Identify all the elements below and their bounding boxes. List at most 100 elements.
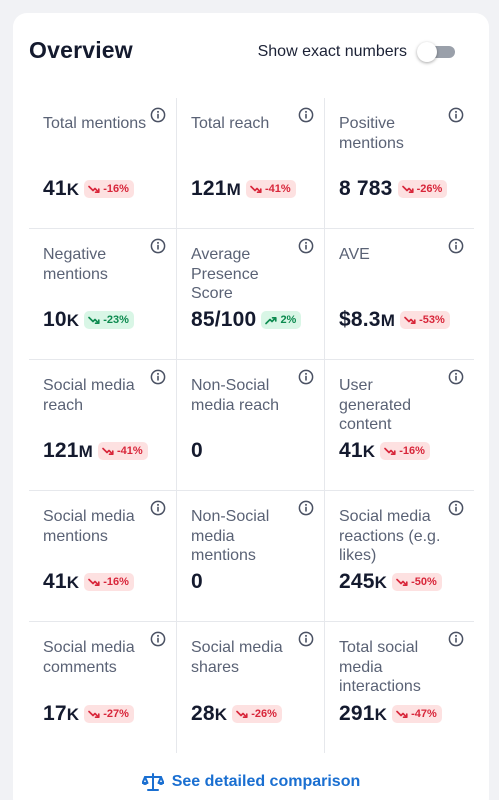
metric-value-row: 41K -16%: [43, 177, 134, 201]
metric-label: User generated content: [339, 377, 412, 433]
info-icon[interactable]: [448, 369, 464, 385]
see-detailed-comparison-link[interactable]: See detailed comparison: [13, 772, 489, 792]
metric-label: Social media reactions (e.g. likes): [339, 508, 441, 564]
metric-label: Average Presence Score: [191, 246, 259, 302]
metric-value: 85/100: [191, 308, 256, 332]
metric-number: 245: [339, 570, 375, 593]
info-icon[interactable]: [448, 107, 464, 123]
metric-cell: Non-Social media mentions 0: [177, 491, 325, 622]
info-icon[interactable]: [150, 238, 166, 254]
info-icon[interactable]: [298, 631, 314, 647]
change-percent: -16%: [103, 576, 129, 588]
trend-down-icon: [88, 185, 103, 194]
metric-label: Non-Social media reach: [191, 377, 280, 414]
see-detailed-comparison-label: See detailed comparison: [171, 773, 361, 790]
metric-number: 121: [43, 439, 79, 462]
info-icon[interactable]: [448, 238, 464, 254]
trend-down-icon: [250, 185, 265, 194]
overview-header: Overview Show exact numbers: [29, 37, 473, 69]
trend-down-icon: [404, 316, 419, 325]
change-badge: -27%: [84, 705, 134, 723]
trend-up-icon: [265, 316, 280, 325]
metric-cell: Non-Social media reach 0: [177, 360, 325, 491]
metric-value: 17K: [43, 702, 79, 726]
metric-value: 121M: [43, 439, 93, 463]
change-badge: -50%: [392, 573, 442, 591]
metric-label: Total reach: [191, 115, 270, 132]
metric-label: Positive mentions: [339, 115, 404, 152]
change-badge: -47%: [392, 705, 442, 723]
metric-label: Total social media interactions: [339, 639, 421, 695]
trend-down-icon: [88, 578, 103, 587]
info-icon[interactable]: [298, 238, 314, 254]
metric-value-row: 41K -16%: [339, 439, 430, 463]
change-badge: -16%: [84, 573, 134, 591]
metric-unit: K: [66, 573, 80, 592]
metrics-grid: Total mentions 41K -16% Total reach 121M -41%…: [29, 98, 474, 753]
metric-unit: K: [66, 705, 80, 724]
trend-down-icon: [102, 447, 117, 456]
metric-number: 17: [43, 702, 67, 725]
metric-unit: K: [66, 311, 80, 330]
metric-cell: Negative mentions 10K -23%: [29, 229, 177, 360]
metric-value-row: 8 783 -26%: [339, 177, 448, 201]
info-icon[interactable]: [150, 631, 166, 647]
metric-value: 245K: [339, 570, 387, 594]
metric-value: 28K: [191, 702, 227, 726]
change-percent: -16%: [103, 183, 129, 195]
info-icon[interactable]: [448, 500, 464, 516]
change-percent: -27%: [103, 708, 129, 720]
metric-number: 41: [339, 439, 363, 462]
metric-number: 8 783: [339, 177, 393, 200]
metric-value-row: 121M -41%: [43, 439, 148, 463]
info-icon[interactable]: [448, 631, 464, 647]
change-percent: -41%: [265, 183, 291, 195]
info-icon[interactable]: [298, 107, 314, 123]
metric-value-row: 28K -26%: [191, 702, 282, 726]
metric-label: Total mentions: [43, 115, 147, 132]
metric-cell: AVE $8.3M -53%: [325, 229, 474, 360]
metric-cell: Average Presence Score 85/100 2%: [177, 229, 325, 360]
metric-number: 121: [191, 177, 227, 200]
metric-unit: M: [380, 311, 396, 330]
metric-number: 41: [43, 570, 67, 593]
metric-unit: K: [214, 705, 228, 724]
metric-label: Non-Social media mentions: [191, 508, 270, 564]
info-icon[interactable]: [150, 369, 166, 385]
metric-cell: Social media reach 121M -41%: [29, 360, 177, 491]
exact-numbers-toggle[interactable]: [417, 41, 457, 63]
info-icon[interactable]: [298, 369, 314, 385]
change-badge: -41%: [246, 180, 296, 198]
metric-unit: K: [374, 573, 388, 592]
change-badge: 2%: [261, 311, 302, 329]
overview-card: Overview Show exact numbers Total mentio…: [13, 13, 489, 800]
metric-unit: K: [362, 442, 376, 461]
metric-value-row: 291K -47%: [339, 702, 442, 726]
change-percent: 2%: [280, 314, 297, 326]
info-icon[interactable]: [150, 500, 166, 516]
info-icon[interactable]: [150, 107, 166, 123]
metric-unit: K: [66, 180, 80, 199]
info-icon[interactable]: [298, 500, 314, 516]
metric-label: Negative mentions: [43, 246, 108, 283]
metric-number: 291: [339, 702, 375, 725]
metric-cell: Social media comments 17K -27%: [29, 622, 177, 753]
metric-label: Social media shares: [191, 639, 283, 676]
metric-number: 41: [43, 177, 67, 200]
toggle-knob: [417, 42, 437, 62]
metric-value: 8 783: [339, 177, 393, 201]
trend-down-icon: [396, 578, 411, 587]
metric-value-row: $8.3M -53%: [339, 308, 450, 332]
metric-value-row: 245K -50%: [339, 570, 442, 594]
overview-title: Overview: [29, 37, 133, 63]
metric-cell: Total mentions 41K -16%: [29, 98, 177, 229]
change-percent: -23%: [103, 314, 129, 326]
metric-value: 41K: [339, 439, 375, 463]
metric-number: 0: [191, 570, 203, 593]
metric-unit: M: [78, 442, 94, 461]
trend-down-icon: [88, 710, 103, 719]
metric-cell: Social media reactions (e.g. likes) 245K -…: [325, 491, 474, 622]
metric-value-row: 41K -16%: [43, 570, 134, 594]
metric-cell: Social media shares 28K -26%: [177, 622, 325, 753]
metric-value: 291K: [339, 702, 387, 726]
